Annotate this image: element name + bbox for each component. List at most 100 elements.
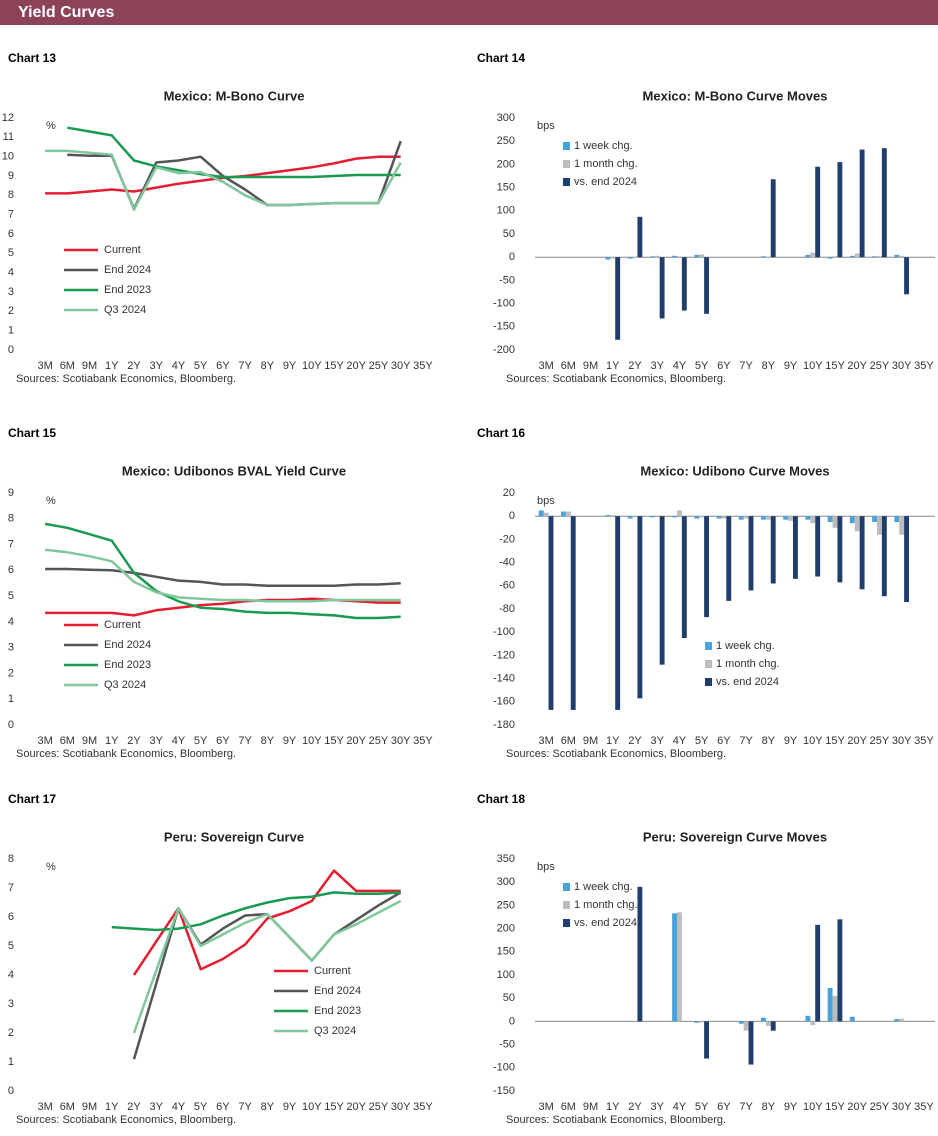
x-tick-label: 5Y	[194, 360, 208, 372]
x-tick-label: 6Y	[717, 360, 731, 372]
y-tick-label: 300	[497, 876, 515, 888]
x-tick-label: 35Y	[413, 735, 433, 747]
chart-title: Peru: Sovereign Curve	[164, 829, 304, 844]
y-tick-label: 7	[8, 209, 14, 221]
x-tick-label: 1Y	[105, 735, 119, 747]
y-tick-label: 250	[497, 899, 515, 911]
x-tick-label: 6Y	[216, 360, 230, 372]
x-tick-label: 5Y	[695, 735, 709, 747]
bar	[815, 924, 821, 1022]
bar	[610, 515, 616, 517]
y-tick-label: 50	[503, 228, 515, 240]
bar	[681, 257, 687, 311]
bar	[677, 256, 682, 258]
y-tick-label: -50	[499, 1039, 515, 1051]
header-bar	[0, 0, 938, 25]
series-line	[67, 126, 401, 179]
bar	[810, 1021, 816, 1026]
bar	[793, 516, 798, 579]
legend-swatch	[563, 883, 570, 891]
y-tick-label: 3	[8, 998, 14, 1010]
x-tick-label: 25Y	[369, 1101, 389, 1113]
bar	[770, 1021, 776, 1031]
x-tick-label: 4Y	[673, 1101, 687, 1113]
bar	[543, 512, 549, 517]
bar	[832, 516, 838, 528]
x-tick-label: 25Y	[369, 735, 389, 747]
x-tick-label: 5Y	[695, 1101, 709, 1113]
y-tick-label: -150	[493, 1085, 515, 1097]
legend-label: Q3 2024	[314, 1025, 356, 1037]
x-tick-label: 3Y	[650, 360, 664, 372]
y-tick-label: -40	[499, 557, 515, 569]
y-tick-label: 5	[8, 247, 14, 259]
bar	[565, 511, 571, 517]
bar	[654, 255, 660, 258]
series-line	[44, 548, 401, 603]
x-tick-label: 10Y	[302, 735, 322, 747]
x-tick-label: 6M	[60, 735, 75, 747]
x-tick-label: 2Y	[127, 360, 141, 372]
bar	[649, 516, 655, 518]
bar	[699, 254, 705, 258]
x-tick-label: 4Y	[172, 735, 186, 747]
x-tick-label: 6Y	[216, 1101, 230, 1113]
bar	[672, 913, 677, 1022]
x-tick-label: 8Y	[762, 735, 776, 747]
bar	[899, 1018, 905, 1022]
bar	[704, 516, 709, 618]
bar	[783, 516, 789, 520]
x-tick-label: 30Y	[391, 1101, 411, 1113]
bar	[859, 149, 865, 258]
bar	[659, 516, 665, 665]
x-tick-label: 20Y	[346, 360, 366, 372]
source: Sources: Scotiabank Economics, Bloomberg…	[16, 748, 236, 760]
x-tick-label: 35Y	[914, 1101, 934, 1113]
bar	[699, 516, 705, 518]
chart-title: Mexico: M-Bono Curve Moves	[643, 88, 828, 103]
x-tick-label: 4Y	[673, 360, 687, 372]
x-tick-label: 10Y	[803, 735, 823, 747]
bar	[677, 510, 682, 517]
x-tick-label: 25Y	[870, 1101, 890, 1113]
y-axis-unit: %	[46, 495, 56, 507]
y-tick-label: 250	[497, 135, 515, 147]
bar	[637, 516, 643, 699]
series-line	[45, 149, 402, 212]
x-tick-label: 30Y	[391, 735, 411, 747]
chart-label: Chart 16	[477, 426, 525, 440]
bar	[726, 516, 732, 601]
y-tick-label: 9	[8, 170, 14, 182]
x-tick-label: 15Y	[825, 360, 845, 372]
x-tick-label: 15Y	[324, 735, 344, 747]
bar	[904, 257, 909, 295]
bar	[716, 516, 722, 519]
y-tick-label: 6	[8, 228, 14, 240]
y-tick-label: 9	[8, 487, 14, 499]
x-tick-label: 25Y	[870, 735, 890, 747]
x-tick-label: 20Y	[847, 735, 867, 747]
bar	[699, 1021, 705, 1023]
legend-label: Current	[104, 619, 141, 631]
x-tick-label: 9Y	[283, 1101, 297, 1113]
bar	[659, 257, 665, 319]
bar	[694, 1021, 700, 1023]
x-tick-label: 5Y	[194, 1101, 208, 1113]
x-tick-label: 9Y	[283, 360, 297, 372]
bar	[681, 516, 687, 638]
legend-label: End 2023	[314, 1005, 361, 1017]
legend-label: 1 month chg.	[716, 658, 780, 670]
series-line	[132, 899, 402, 1034]
bar	[810, 252, 816, 258]
x-tick-label: 30Y	[391, 360, 411, 372]
x-tick-label: 20Y	[847, 1101, 867, 1113]
x-tick-label: 2Y	[628, 1101, 642, 1113]
legend-swatch	[705, 660, 712, 668]
x-tick-label: 35Y	[413, 1101, 433, 1113]
y-tick-label: 50	[503, 992, 515, 1004]
y-tick-label: 2	[8, 305, 14, 317]
x-tick-label: 6M	[60, 1101, 75, 1113]
x-tick-label: 3Y	[650, 1101, 664, 1113]
legend-label: Current	[104, 244, 141, 256]
y-tick-label: 5	[8, 940, 14, 952]
